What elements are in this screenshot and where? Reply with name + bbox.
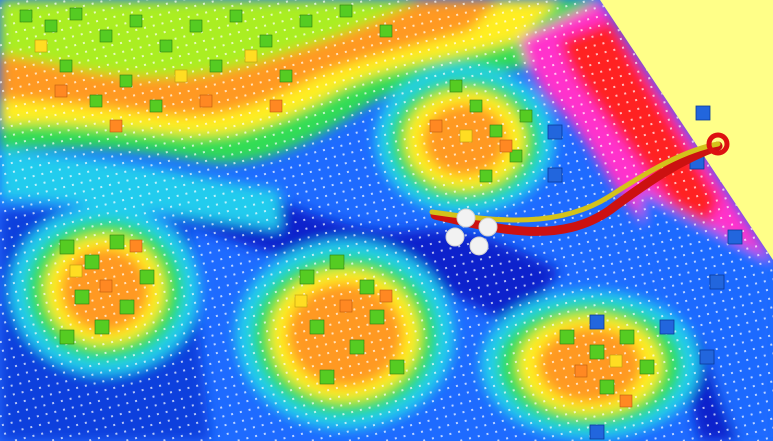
- voxel-obstacles: [19, 4, 655, 408]
- goal-marker[interactable]: [706, 132, 730, 156]
- robot-footprint[interactable]: [445, 208, 498, 256]
